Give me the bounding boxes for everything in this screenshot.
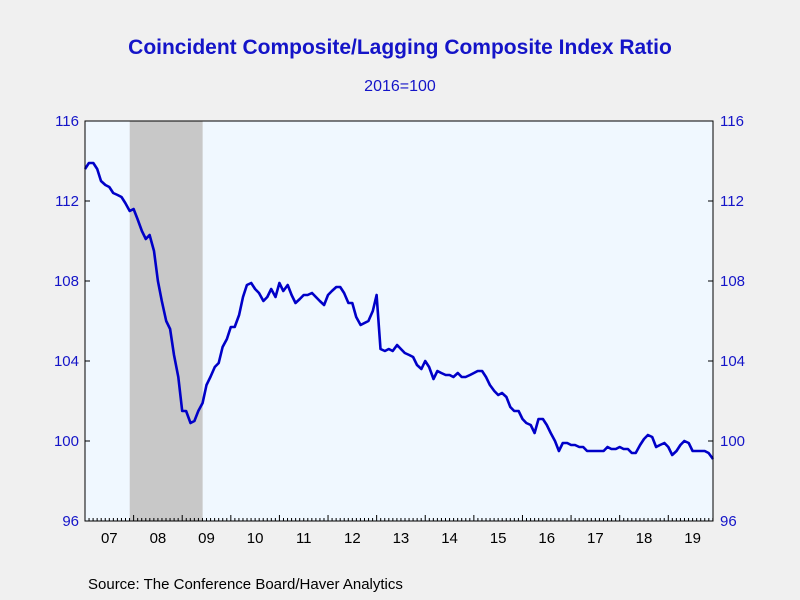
plot-frame: [84, 120, 714, 522]
y-tick-label-right: 104: [720, 353, 745, 370]
y-tick-label-left: 100: [54, 433, 79, 450]
y-tick-label-right: 96: [720, 513, 737, 530]
x-tick-label: 13: [393, 530, 410, 547]
y-tick-label-left: 104: [54, 353, 79, 370]
y-tick-label-left: 108: [54, 273, 79, 290]
y-tick-label-right: 112: [720, 193, 744, 210]
y-tick-label-right: 108: [720, 273, 745, 290]
x-tick-label: 16: [538, 530, 555, 547]
x-tick-label: 09: [198, 530, 215, 547]
x-tick-label: 11: [296, 530, 312, 547]
y-tick-label-left: 112: [55, 193, 79, 210]
y-tick-label-right: 100: [720, 433, 745, 450]
x-tick-label: 19: [684, 530, 701, 547]
x-tick-label: 07: [101, 530, 118, 547]
series-line: [83, 161, 715, 460]
x-tick-label: 17: [587, 530, 604, 547]
y-tick-label-right: 116: [720, 113, 744, 130]
x-tick-label: 14: [441, 530, 458, 547]
x-tick-label: 15: [490, 530, 507, 547]
chart-source: Source: The Conference Board/Haver Analy…: [88, 576, 403, 593]
y-tick-label-left: 116: [55, 113, 79, 130]
x-tick-label: 18: [636, 530, 653, 547]
y-tick-label-left: 96: [62, 513, 79, 530]
chart-subtitle: 2016=100: [364, 78, 436, 95]
x-tick-label: 08: [150, 530, 167, 547]
x-tick-label: 10: [247, 530, 264, 547]
x-tick-label: 12: [344, 530, 361, 547]
chart-title: Coincident Composite/Lagging Composite I…: [128, 36, 672, 59]
